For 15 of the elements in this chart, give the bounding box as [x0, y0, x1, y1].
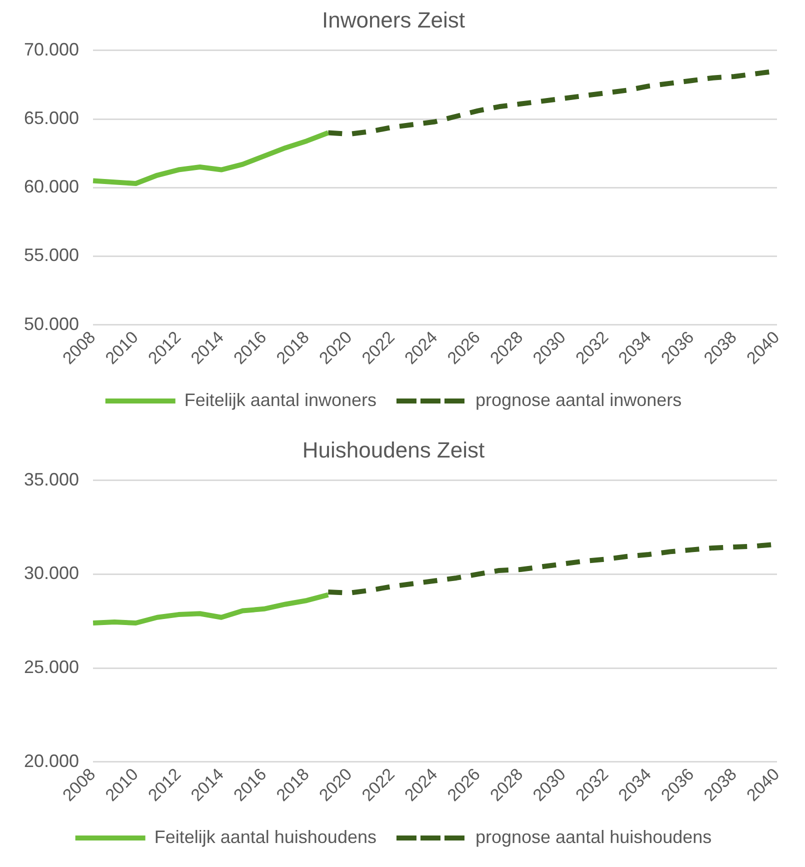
legend-label: Feitelijk aantal huishoudens — [154, 826, 376, 847]
legend-label: Feitelijk aantal inwoners — [184, 390, 376, 410]
y-tick-label: 65.000 — [24, 108, 80, 128]
y-tick-label: 60.000 — [24, 176, 80, 197]
y-tick-label: 25.000 — [24, 656, 80, 677]
y-tick-label: 35.000 — [24, 469, 80, 490]
chart-title: Inwoners Zeist — [322, 7, 466, 32]
legend-label: prognose aantal huishoudens — [475, 826, 712, 847]
y-tick-label: 20.000 — [24, 750, 80, 771]
y-tick-label: 30.000 — [24, 563, 80, 584]
legend-label: prognose aantal inwoners — [475, 390, 682, 410]
y-tick-label: 50.000 — [24, 314, 80, 334]
y-tick-label: 55.000 — [24, 245, 80, 266]
chart-title: Huishoudens Zeist — [302, 437, 485, 462]
y-tick-label: 70.000 — [24, 39, 80, 60]
